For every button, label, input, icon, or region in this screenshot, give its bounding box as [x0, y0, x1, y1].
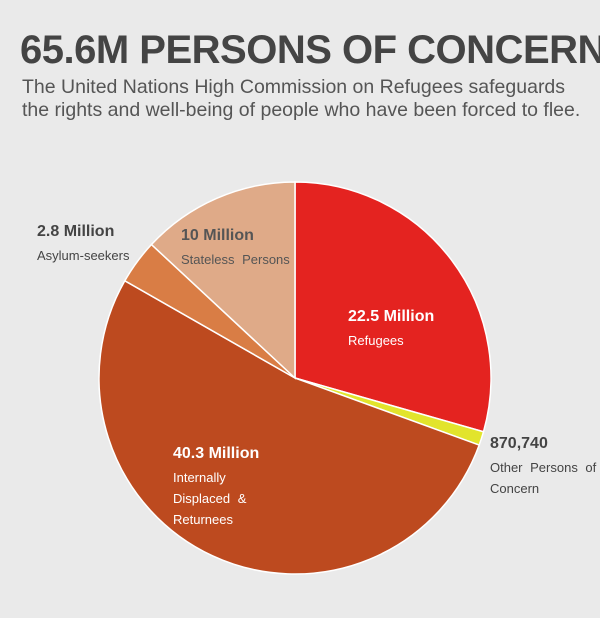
value-label: 40.3 Million — [173, 445, 260, 462]
category-label: Stateless Persons — [181, 252, 290, 267]
slice-label: 2.8 Million Asylum-seekers — [37, 223, 167, 266]
category-label: Asylum-seekers — [37, 248, 130, 263]
chart-title: 65.6M PERSONS OF CONCERN — [20, 28, 600, 72]
value-label: 2.8 Million — [37, 223, 115, 240]
chart-subtitle: The United Nations High Commission on Re… — [22, 76, 581, 121]
slice-label: 870,740 Other Persons of Concern — [490, 435, 600, 499]
pie-slice — [294, 181, 492, 433]
value-label: 22.5 Million — [348, 308, 435, 325]
slice-label: 10 Million Stateless Persons — [181, 227, 301, 270]
slice-label: 22.5 Million Refugees — [348, 308, 468, 351]
category-label: Internally Displaced & Returnees — [173, 470, 247, 527]
value-label: 870,740 — [490, 435, 548, 452]
category-label: Refugees — [348, 333, 404, 348]
pie-slice — [150, 181, 296, 380]
category-label: Other Persons of Concern — [490, 460, 597, 496]
slice-label: 40.3 Million Internally Displaced & Retur… — [173, 445, 263, 530]
pie-slice — [98, 279, 481, 575]
value-label: 10 Million — [181, 227, 254, 244]
